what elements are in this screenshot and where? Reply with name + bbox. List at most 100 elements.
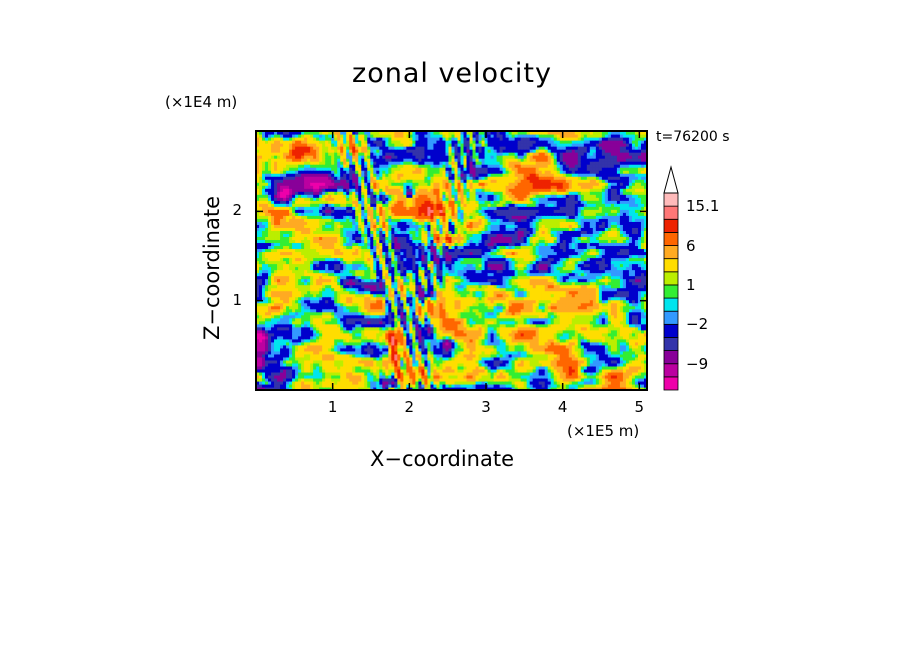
field-cell	[316, 326, 320, 331]
field-cell	[367, 272, 371, 277]
field-cell	[295, 278, 299, 283]
field-cell	[376, 350, 380, 355]
field-cell	[277, 335, 281, 340]
field-cell	[379, 284, 383, 289]
field-cell	[406, 257, 410, 262]
field-cell	[388, 359, 392, 364]
field-cell	[427, 380, 432, 385]
field-cell	[319, 182, 323, 186]
field-cell	[307, 380, 311, 385]
field-cell	[349, 215, 353, 219]
field-cell	[286, 218, 290, 222]
field-cell	[394, 386, 398, 391]
field-cell	[364, 155, 368, 159]
field-cell	[277, 161, 281, 165]
field-cell	[289, 287, 293, 292]
field-cell	[271, 257, 275, 262]
field-cell	[343, 152, 347, 156]
field-cell	[316, 206, 320, 210]
field-cell	[352, 161, 356, 165]
field-cell	[397, 242, 401, 247]
field-cell	[283, 257, 287, 262]
field-cell	[358, 179, 362, 183]
field-cell	[268, 302, 272, 307]
field-cell	[310, 266, 314, 271]
field-cell	[382, 374, 386, 379]
field-cell	[334, 263, 338, 268]
field-cell	[358, 320, 362, 325]
field-cell	[355, 224, 359, 228]
field-cell	[301, 221, 305, 225]
field-cell	[286, 209, 290, 213]
field-cell	[265, 368, 269, 373]
field-cell	[271, 158, 275, 162]
field-cell	[277, 233, 281, 238]
field-cell	[331, 176, 335, 180]
field-cell	[355, 323, 359, 328]
field-cell	[346, 230, 350, 234]
field-cell	[307, 365, 311, 370]
field-cell	[409, 149, 413, 153]
field-cell	[343, 161, 347, 165]
field-cell	[379, 173, 383, 177]
field-cell	[421, 332, 426, 337]
field-cell	[292, 371, 296, 376]
field-cell	[349, 197, 353, 201]
field-cell	[304, 254, 308, 259]
field-cell	[301, 233, 305, 238]
field-cell	[271, 299, 275, 304]
field-cell	[310, 374, 314, 379]
field-cell	[418, 218, 423, 222]
field-cell	[397, 299, 401, 304]
field-cell	[277, 290, 281, 295]
field-cell	[415, 209, 420, 213]
field-cell	[256, 359, 260, 364]
field-cell	[277, 287, 281, 292]
field-cell	[301, 281, 305, 286]
field-cell	[280, 275, 284, 280]
field-cell	[304, 200, 308, 204]
field-cell	[265, 203, 269, 207]
field-cell	[430, 383, 435, 388]
field-cell	[295, 155, 299, 159]
field-cell	[340, 215, 344, 219]
field-cell	[385, 332, 389, 337]
field-cell	[310, 227, 314, 231]
field-cell	[292, 254, 296, 259]
field-cell	[307, 143, 311, 147]
field-cell	[298, 377, 302, 382]
field-cell	[319, 176, 323, 180]
field-cell	[268, 284, 272, 289]
field-cell	[412, 344, 417, 349]
field-cell	[358, 161, 362, 165]
field-cell	[283, 182, 287, 186]
field-cell	[373, 257, 377, 262]
field-cell	[286, 314, 290, 319]
field-cell	[406, 140, 410, 144]
field-cell	[340, 278, 344, 283]
field-cell	[367, 275, 371, 280]
field-cell	[385, 335, 389, 340]
field-cell	[349, 281, 353, 286]
field-cell	[346, 350, 350, 355]
field-cell	[394, 185, 398, 189]
field-cell	[406, 170, 410, 174]
field-cell	[352, 374, 356, 379]
field-cell	[388, 254, 392, 259]
field-cell	[415, 161, 420, 165]
field-cell	[349, 263, 353, 268]
field-cell	[385, 203, 389, 207]
field-cell	[340, 236, 344, 241]
field-cell	[295, 224, 299, 228]
field-cell	[406, 161, 410, 165]
field-cell	[265, 161, 269, 165]
field-cell	[343, 191, 347, 195]
field-cell	[271, 239, 275, 244]
field-cell	[367, 140, 371, 144]
field-cell	[337, 359, 341, 364]
field-cell	[301, 326, 305, 331]
field-cell	[364, 311, 368, 316]
field-cell	[262, 164, 266, 168]
field-cell	[310, 143, 314, 147]
field-cell	[376, 284, 380, 289]
